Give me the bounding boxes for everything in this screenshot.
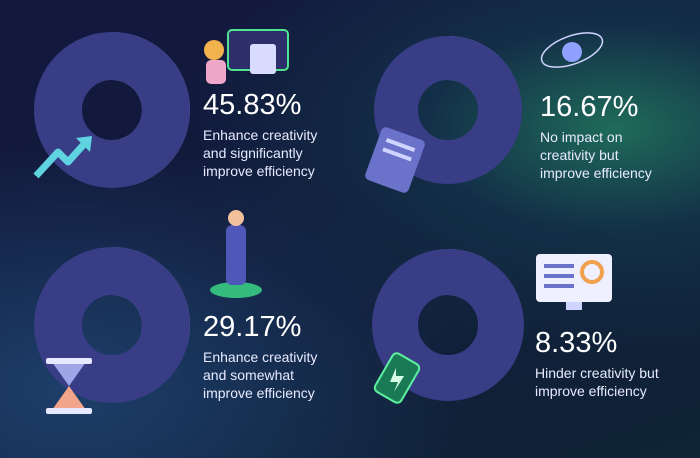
percent-label: 8.33%: [535, 327, 618, 359]
laptop-icon: [204, 29, 289, 84]
donut-ring: [374, 36, 522, 184]
category-label: Hinder creativity but improve efficiency: [535, 365, 659, 399]
clipboard-icon: [365, 127, 425, 193]
category-label: Enhance creativity and somewhat improve …: [203, 349, 318, 401]
monitor-icon: [536, 254, 612, 310]
person-icon: [210, 210, 262, 298]
bulb-icon: [540, 32, 604, 68]
arrow-icon: [33, 136, 92, 179]
category-label: Enhance creativity and significantly imp…: [203, 127, 318, 179]
battery-icon: [373, 352, 421, 404]
percent-label: 16.67%: [540, 91, 639, 123]
percent-label: 29.17%: [203, 311, 302, 343]
category-label: No impact on creativity but improve effi…: [540, 129, 652, 181]
hourglass-icon: [46, 358, 92, 414]
donut-ring: [34, 247, 190, 403]
donut-ring: [34, 32, 190, 188]
percent-label: 45.83%: [203, 89, 302, 121]
donut-ring: [372, 249, 524, 401]
